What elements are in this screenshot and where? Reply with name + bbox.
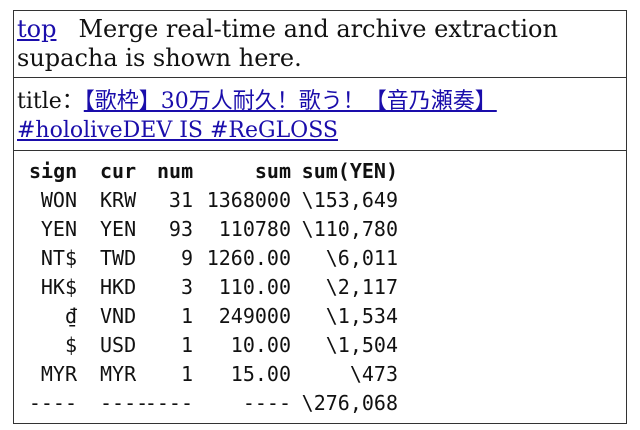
table-row: ₫ VND 1 249000 \1,534 xyxy=(14,302,626,331)
cell-num: 1 xyxy=(180,362,193,386)
cell-sum: 15.00 xyxy=(230,362,291,386)
cell-num: 31 xyxy=(168,188,193,212)
cell-sum: 110780 xyxy=(218,217,291,241)
column-header-sum: sum xyxy=(254,159,291,183)
cell-sum-yen: \1,504 xyxy=(325,333,398,357)
table-row: $ USD 1 10.00 \1,504 xyxy=(14,331,626,360)
cell-sum: 1368000 xyxy=(206,188,291,212)
cell-num: 1 xyxy=(180,333,193,357)
table-header-row: sign cur num sum sum(YEN) xyxy=(14,157,626,186)
cell-sum: 249000 xyxy=(218,304,291,328)
cell-sum: 10.00 xyxy=(230,333,291,357)
cell-sign: WON xyxy=(40,188,77,212)
header-message-line1: Merge real-time and archive extraction xyxy=(78,15,558,43)
column-header-sign: sign xyxy=(29,159,78,183)
cell-sum-yen: \473 xyxy=(349,362,398,386)
header-section: top Merge real-time and archive extractio… xyxy=(14,11,626,78)
cell-sign: YEN xyxy=(40,217,77,241)
table-row: NT$ TWD 9 1260.00 \6,011 xyxy=(14,244,626,273)
cell-cur: TWD xyxy=(100,246,137,270)
video-title-line2: #hololiveDEV IS #ReGLOSS xyxy=(17,118,338,143)
total-cur-divider: ---- xyxy=(100,391,149,415)
cell-sign: MYR xyxy=(40,362,77,386)
column-header-num: num xyxy=(157,159,194,183)
cell-sum-yen: \6,011 xyxy=(325,246,398,270)
cell-cur: KRW xyxy=(100,188,137,212)
cell-sum: 110.00 xyxy=(218,275,291,299)
table-total-row: ---- ---- ---- ---- \276,068 xyxy=(14,389,626,418)
cell-sum-yen: \153,649 xyxy=(301,188,398,212)
cell-cur: HKD xyxy=(100,275,137,299)
cell-num: 9 xyxy=(180,246,193,270)
cell-cur: YEN xyxy=(100,217,137,241)
table-row: WON KRW 31 1368000 \153,649 xyxy=(14,186,626,215)
cell-sign: NT$ xyxy=(40,246,77,270)
video-title-line1: 【歌枠】30万人耐久！歌う！【音乃瀬奏】 xyxy=(83,89,497,114)
cell-cur: USD xyxy=(100,333,137,357)
cell-cur: VND xyxy=(100,304,137,328)
table-row: MYR MYR 1 15.00 \473 xyxy=(14,360,626,389)
cell-num: 3 xyxy=(180,275,193,299)
cell-num: 1 xyxy=(180,304,193,328)
cell-sum-yen: \1,534 xyxy=(325,304,398,328)
cell-num: 93 xyxy=(168,217,193,241)
table-row: HK$ HKD 3 110.00 \2,117 xyxy=(14,273,626,302)
cell-sign: HK$ xyxy=(40,275,77,299)
total-sum-divider: ---- xyxy=(242,391,291,415)
column-header-cur: cur xyxy=(100,159,137,183)
top-link[interactable]: top xyxy=(17,15,57,43)
cell-sign: $ xyxy=(64,333,77,357)
total-num-divider: ---- xyxy=(144,391,193,415)
cell-sign: ₫ xyxy=(64,304,77,328)
title-label: title： xyxy=(17,89,84,114)
cell-sum-yen: \2,117 xyxy=(325,275,398,299)
cell-cur: MYR xyxy=(100,362,137,386)
total-sign-divider: ---- xyxy=(28,391,77,415)
cell-sum: 1260.00 xyxy=(206,246,291,270)
cell-sum-yen: \110,780 xyxy=(301,217,398,241)
column-header-sum-yen: sum(YEN) xyxy=(301,159,398,183)
total-sum-yen: \276,068 xyxy=(301,391,398,415)
supacha-panel: top Merge real-time and archive extractio… xyxy=(13,10,627,424)
video-title-link[interactable]: 【歌枠】30万人耐久！歌う！【音乃瀬奏】 #hololiveDEV IS #ReG… xyxy=(17,89,497,143)
title-section: title：【歌枠】30万人耐久！歌う！【音乃瀬奏】 #hololiveDEV I… xyxy=(14,78,626,151)
table-row: YEN YEN 93 110780 \110,780 xyxy=(14,215,626,244)
header-message-line2: supacha is shown here. xyxy=(17,44,302,72)
